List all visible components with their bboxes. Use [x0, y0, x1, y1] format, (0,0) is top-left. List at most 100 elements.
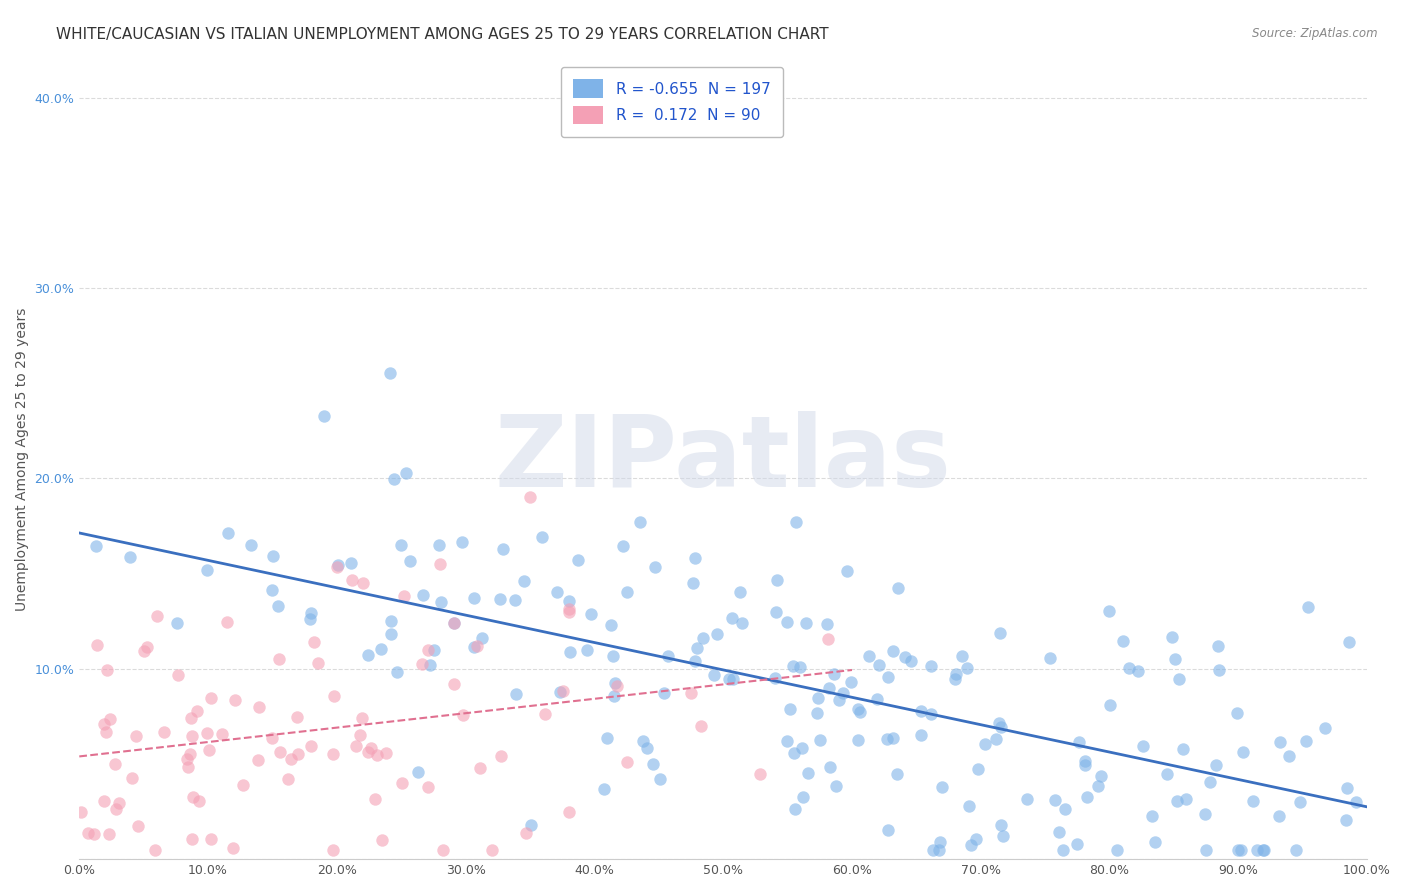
Italians [152, 725, 174, 739]
Whites/Caucasians [1076, 789, 1098, 804]
Whites/Caucasians [636, 741, 658, 756]
Whites/Caucasians [806, 691, 828, 706]
Italians [302, 634, 325, 648]
Whites/Caucasians [1175, 792, 1198, 806]
Whites/Caucasians [406, 765, 429, 780]
Italians [269, 745, 291, 759]
Whites/Caucasians [1194, 806, 1216, 821]
Whites/Caucasians [866, 691, 889, 706]
Whites/Caucasians [1313, 721, 1336, 735]
Italians [616, 756, 638, 770]
Whites/Caucasians [984, 731, 1007, 746]
Whites/Caucasians [298, 612, 321, 626]
Whites/Caucasians [641, 757, 664, 772]
Italians [322, 842, 344, 856]
Whites/Caucasians [928, 842, 950, 856]
Whites/Caucasians [815, 617, 838, 632]
Whites/Caucasians [987, 716, 1010, 731]
Whites/Caucasians [299, 607, 322, 621]
Italians [374, 746, 396, 760]
Whites/Caucasians [166, 615, 188, 630]
Whites/Caucasians [463, 640, 485, 655]
Whites/Caucasians [887, 581, 910, 595]
Whites/Caucasians [731, 616, 754, 631]
Whites/Caucasians [567, 553, 589, 567]
Whites/Caucasians [990, 818, 1012, 832]
Whites/Caucasians [512, 574, 534, 588]
Italians [749, 767, 772, 781]
Whites/Caucasians [1198, 774, 1220, 789]
Whites/Caucasians [990, 720, 1012, 734]
Whites/Caucasians [546, 584, 568, 599]
Whites/Caucasians [1230, 842, 1253, 856]
Italians [107, 796, 129, 810]
Whites/Caucasians [825, 779, 848, 793]
Whites/Caucasians [720, 610, 742, 624]
Italians [195, 726, 218, 740]
Text: ZIPatlas: ZIPatlas [495, 411, 952, 508]
Italians [481, 842, 503, 856]
Whites/Caucasians [195, 564, 218, 578]
Whites/Caucasians [654, 686, 676, 700]
Italians [127, 819, 149, 833]
Whites/Caucasians [952, 649, 974, 664]
Whites/Caucasians [548, 685, 571, 699]
Whites/Caucasians [602, 649, 624, 664]
Italians [411, 657, 433, 671]
Whites/Caucasians [776, 615, 799, 629]
Whites/Caucasians [596, 731, 619, 745]
Italians [269, 651, 291, 665]
Italians [77, 826, 100, 840]
Whites/Caucasians [399, 554, 422, 568]
Italians [247, 699, 270, 714]
Whites/Caucasians [988, 626, 1011, 640]
Whites/Caucasians [858, 648, 880, 663]
Italians [326, 559, 349, 574]
Italians [166, 668, 188, 682]
Italians [515, 826, 537, 840]
Whites/Caucasians [1206, 639, 1229, 653]
Whites/Caucasians [806, 706, 828, 720]
Whites/Caucasians [267, 599, 290, 613]
Italians [187, 794, 209, 808]
Whites/Caucasians [1208, 663, 1230, 677]
Whites/Caucasians [876, 731, 898, 746]
Italians [606, 679, 628, 693]
Italians [180, 711, 202, 725]
Whites/Caucasians [956, 661, 979, 675]
Italians [467, 639, 489, 653]
Whites/Caucasians [443, 616, 465, 631]
Whites/Caucasians [922, 842, 945, 856]
Italians [232, 778, 254, 792]
Whites/Caucasians [882, 644, 904, 658]
Whites/Caucasians [463, 591, 485, 605]
Italians [200, 690, 222, 705]
Whites/Caucasians [728, 584, 751, 599]
Whites/Caucasians [395, 466, 418, 480]
Whites/Caucasians [868, 657, 890, 672]
Whites/Caucasians [1336, 781, 1358, 796]
Whites/Caucasians [943, 672, 966, 686]
Whites/Caucasians [1074, 754, 1097, 768]
Whites/Caucasians [1043, 793, 1066, 807]
Whites/Caucasians [1268, 808, 1291, 822]
Italians [176, 752, 198, 766]
Italians [551, 683, 574, 698]
Italians [322, 690, 344, 704]
Whites/Caucasians [849, 705, 872, 719]
Whites/Caucasians [599, 618, 621, 632]
Whites/Caucasians [380, 614, 402, 628]
Italians [186, 704, 208, 718]
Whites/Caucasians [340, 556, 363, 570]
Legend: R = -0.655  N = 197, R =  0.172  N = 90: R = -0.655 N = 197, R = 0.172 N = 90 [561, 67, 783, 136]
Whites/Caucasians [706, 626, 728, 640]
Whites/Caucasians [370, 642, 392, 657]
Whites/Caucasians [240, 538, 263, 552]
Italians [416, 780, 439, 794]
Whites/Caucasians [718, 672, 741, 686]
Italians [432, 842, 454, 856]
Whites/Caucasians [603, 676, 626, 690]
Italians [681, 686, 703, 700]
Italians [200, 832, 222, 847]
Italians [287, 747, 309, 762]
